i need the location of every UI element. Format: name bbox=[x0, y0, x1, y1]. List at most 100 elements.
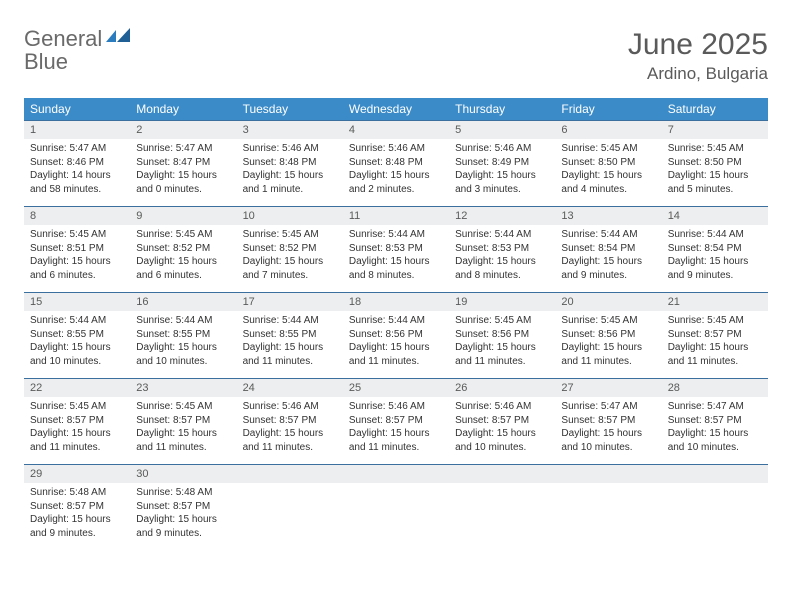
day-number: 24 bbox=[237, 379, 343, 398]
day-info-line: Sunrise: 5:45 AM bbox=[136, 228, 230, 242]
day-info-line: Sunset: 8:57 PM bbox=[243, 414, 337, 428]
day-number: 21 bbox=[662, 293, 768, 312]
day-info-line: Sunset: 8:56 PM bbox=[561, 328, 655, 342]
day-info-line: and 9 minutes. bbox=[668, 269, 762, 283]
day-number bbox=[237, 465, 343, 484]
day-info-line: Sunset: 8:50 PM bbox=[668, 156, 762, 170]
day-cell: Sunrise: 5:47 AMSunset: 8:57 PMDaylight:… bbox=[662, 397, 768, 465]
day-info-line: Sunrise: 5:47 AM bbox=[668, 400, 762, 414]
day-number: 9 bbox=[130, 207, 236, 226]
day-info-line: Sunset: 8:52 PM bbox=[136, 242, 230, 256]
day-info-line: Sunset: 8:57 PM bbox=[136, 500, 230, 514]
day-number-row: 15161718192021 bbox=[24, 293, 768, 312]
day-info-line: Sunrise: 5:45 AM bbox=[455, 314, 549, 328]
day-info-line: and 11 minutes. bbox=[243, 441, 337, 455]
day-info-line: and 3 minutes. bbox=[455, 183, 549, 197]
day-data-row: Sunrise: 5:44 AMSunset: 8:55 PMDaylight:… bbox=[24, 311, 768, 379]
day-info-line: Daylight: 15 hours bbox=[349, 169, 443, 183]
day-cell: Sunrise: 5:45 AMSunset: 8:52 PMDaylight:… bbox=[237, 225, 343, 293]
day-cell: Sunrise: 5:46 AMSunset: 8:49 PMDaylight:… bbox=[449, 139, 555, 207]
day-cell: Sunrise: 5:45 AMSunset: 8:51 PMDaylight:… bbox=[24, 225, 130, 293]
day-info-line: and 11 minutes. bbox=[561, 355, 655, 369]
day-info-line: and 2 minutes. bbox=[349, 183, 443, 197]
day-info-line: and 4 minutes. bbox=[561, 183, 655, 197]
day-cell: Sunrise: 5:48 AMSunset: 8:57 PMDaylight:… bbox=[24, 483, 130, 550]
day-cell: Sunrise: 5:47 AMSunset: 8:46 PMDaylight:… bbox=[24, 139, 130, 207]
calendar-page: General Blue June 2025 Ardino, Bulgaria … bbox=[0, 0, 792, 570]
day-number bbox=[343, 465, 449, 484]
day-info-line: Sunset: 8:57 PM bbox=[668, 414, 762, 428]
day-cell bbox=[662, 483, 768, 550]
day-info-line: Sunset: 8:55 PM bbox=[30, 328, 124, 342]
day-info-line: Daylight: 15 hours bbox=[349, 427, 443, 441]
day-number: 28 bbox=[662, 379, 768, 398]
day-info-line: Daylight: 15 hours bbox=[668, 255, 762, 269]
day-number: 7 bbox=[662, 121, 768, 140]
day-info-line: Daylight: 15 hours bbox=[136, 427, 230, 441]
logo-text: General Blue bbox=[24, 28, 132, 74]
day-info-line: Daylight: 15 hours bbox=[561, 341, 655, 355]
day-info-line: Daylight: 15 hours bbox=[136, 169, 230, 183]
day-cell: Sunrise: 5:45 AMSunset: 8:56 PMDaylight:… bbox=[555, 311, 661, 379]
day-info-line: and 8 minutes. bbox=[349, 269, 443, 283]
day-info-line: Daylight: 15 hours bbox=[30, 427, 124, 441]
day-info-line: Sunrise: 5:47 AM bbox=[30, 142, 124, 156]
day-cell bbox=[237, 483, 343, 550]
day-number: 26 bbox=[449, 379, 555, 398]
day-number: 23 bbox=[130, 379, 236, 398]
day-number: 15 bbox=[24, 293, 130, 312]
day-info-line: Sunset: 8:46 PM bbox=[30, 156, 124, 170]
day-info-line: Daylight: 14 hours bbox=[30, 169, 124, 183]
day-info-line: Daylight: 15 hours bbox=[136, 341, 230, 355]
month-title: June 2025 bbox=[628, 28, 768, 62]
day-info-line: Sunrise: 5:46 AM bbox=[243, 142, 337, 156]
day-info-line: Sunrise: 5:47 AM bbox=[561, 400, 655, 414]
day-data-row: Sunrise: 5:45 AMSunset: 8:51 PMDaylight:… bbox=[24, 225, 768, 293]
day-info-line: and 9 minutes. bbox=[136, 527, 230, 541]
day-cell: Sunrise: 5:44 AMSunset: 8:54 PMDaylight:… bbox=[662, 225, 768, 293]
weekday-friday: Friday bbox=[555, 98, 661, 121]
day-info-line: Sunset: 8:48 PM bbox=[349, 156, 443, 170]
day-cell: Sunrise: 5:44 AMSunset: 8:55 PMDaylight:… bbox=[237, 311, 343, 379]
day-info-line: Sunset: 8:53 PM bbox=[349, 242, 443, 256]
day-info-line: Sunset: 8:57 PM bbox=[561, 414, 655, 428]
day-info-line: Sunrise: 5:45 AM bbox=[30, 400, 124, 414]
day-info-line: Sunset: 8:54 PM bbox=[561, 242, 655, 256]
day-number-row: 1234567 bbox=[24, 121, 768, 140]
day-info-line: and 7 minutes. bbox=[243, 269, 337, 283]
day-info-line: and 11 minutes. bbox=[349, 441, 443, 455]
day-info-line: Sunset: 8:47 PM bbox=[136, 156, 230, 170]
day-info-line: and 9 minutes. bbox=[561, 269, 655, 283]
day-number: 20 bbox=[555, 293, 661, 312]
day-info-line: Sunrise: 5:46 AM bbox=[349, 400, 443, 414]
title-block: June 2025 Ardino, Bulgaria bbox=[628, 28, 768, 84]
day-info-line: Sunrise: 5:45 AM bbox=[136, 400, 230, 414]
day-info-line: Sunset: 8:48 PM bbox=[243, 156, 337, 170]
day-info-line: Sunrise: 5:44 AM bbox=[668, 228, 762, 242]
day-info-line: Sunset: 8:57 PM bbox=[455, 414, 549, 428]
day-info-line: and 11 minutes. bbox=[136, 441, 230, 455]
day-info-line: Daylight: 15 hours bbox=[30, 341, 124, 355]
day-info-line: Sunrise: 5:47 AM bbox=[136, 142, 230, 156]
day-info-line: Sunrise: 5:44 AM bbox=[349, 314, 443, 328]
day-info-line: Daylight: 15 hours bbox=[561, 169, 655, 183]
day-info-line: Sunrise: 5:45 AM bbox=[668, 142, 762, 156]
day-cell: Sunrise: 5:45 AMSunset: 8:50 PMDaylight:… bbox=[555, 139, 661, 207]
day-number bbox=[555, 465, 661, 484]
day-cell: Sunrise: 5:46 AMSunset: 8:48 PMDaylight:… bbox=[343, 139, 449, 207]
day-info-line: Daylight: 15 hours bbox=[243, 255, 337, 269]
day-info-line: and 1 minute. bbox=[243, 183, 337, 197]
day-number: 14 bbox=[662, 207, 768, 226]
day-info-line: Sunrise: 5:48 AM bbox=[30, 486, 124, 500]
day-info-line: Daylight: 15 hours bbox=[30, 255, 124, 269]
calendar-table: Sunday Monday Tuesday Wednesday Thursday… bbox=[24, 98, 768, 550]
day-info-line: Daylight: 15 hours bbox=[668, 427, 762, 441]
day-info-line: Sunrise: 5:45 AM bbox=[30, 228, 124, 242]
day-cell bbox=[449, 483, 555, 550]
day-info-line: and 11 minutes. bbox=[668, 355, 762, 369]
day-info-line: and 10 minutes. bbox=[30, 355, 124, 369]
day-number: 17 bbox=[237, 293, 343, 312]
day-info-line: and 10 minutes. bbox=[561, 441, 655, 455]
day-info-line: Daylight: 15 hours bbox=[455, 341, 549, 355]
day-number: 25 bbox=[343, 379, 449, 398]
